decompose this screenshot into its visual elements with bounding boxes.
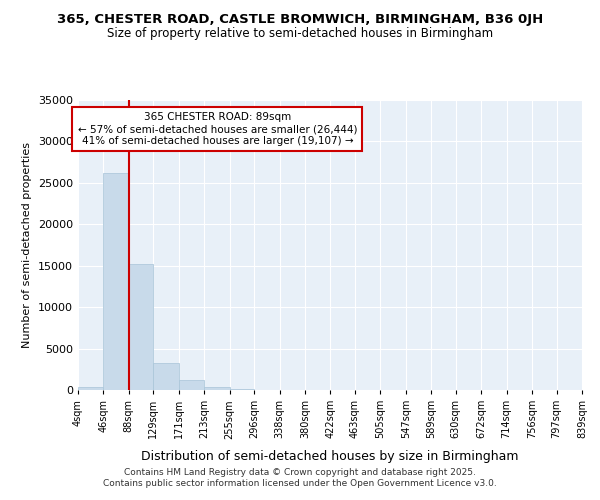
Text: 365 CHESTER ROAD: 89sqm
← 57% of semi-detached houses are smaller (26,444)
41% o: 365 CHESTER ROAD: 89sqm ← 57% of semi-de… xyxy=(77,112,357,146)
Bar xyxy=(179,380,204,390)
Bar xyxy=(103,173,129,390)
Bar xyxy=(154,364,179,390)
Text: Size of property relative to semi-detached houses in Birmingham: Size of property relative to semi-detach… xyxy=(107,28,493,40)
Bar xyxy=(204,386,230,390)
X-axis label: Distribution of semi-detached houses by size in Birmingham: Distribution of semi-detached houses by … xyxy=(141,450,519,462)
Y-axis label: Number of semi-detached properties: Number of semi-detached properties xyxy=(22,142,32,348)
Bar xyxy=(78,386,103,390)
Text: Contains HM Land Registry data © Crown copyright and database right 2025.
Contai: Contains HM Land Registry data © Crown c… xyxy=(103,468,497,487)
Bar xyxy=(129,264,154,390)
Text: 365, CHESTER ROAD, CASTLE BROMWICH, BIRMINGHAM, B36 0JH: 365, CHESTER ROAD, CASTLE BROMWICH, BIRM… xyxy=(57,12,543,26)
Bar xyxy=(230,389,254,390)
